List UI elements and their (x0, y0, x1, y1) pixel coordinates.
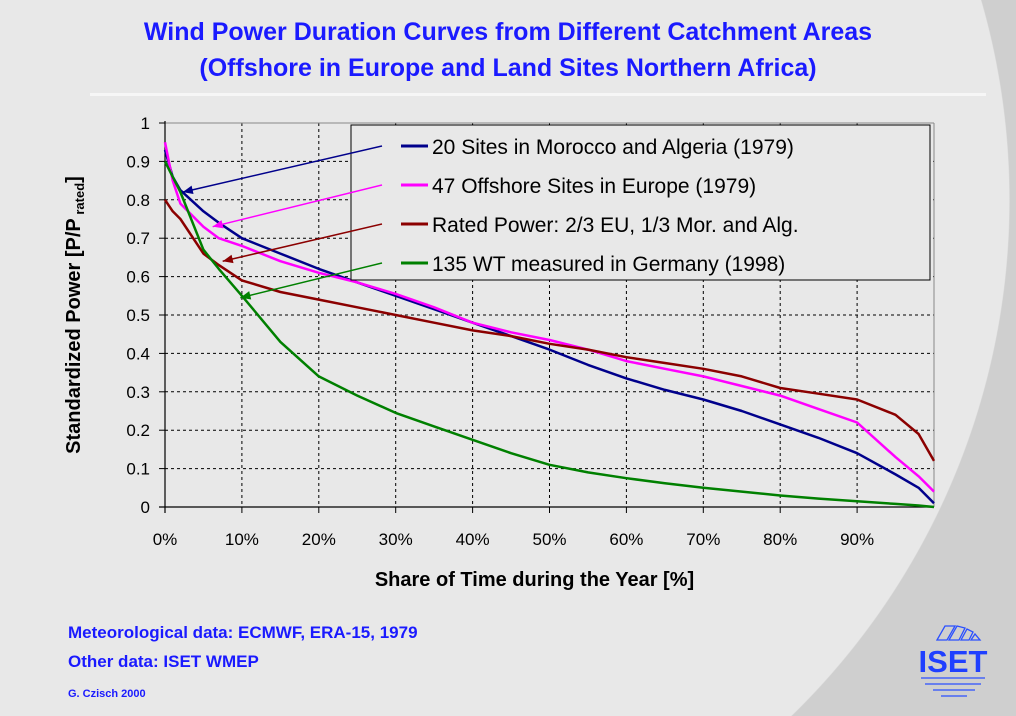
footer-other-data: Other data: ISET WMEP (68, 652, 259, 671)
y-tick-label: 0.8 (126, 191, 150, 210)
y-tick-label: 0.1 (126, 460, 150, 479)
y-tick-label: 0 (141, 498, 150, 517)
y-tick-label: 0.7 (126, 229, 150, 248)
annotation-arrow (240, 262, 383, 299)
footer-meteorological-data: Meteorological data: ECMWF, ERA-15, 1979 (68, 623, 418, 642)
x-tick-label: 20% (302, 530, 336, 549)
x-tick-label: 90% (840, 530, 874, 549)
y-tick-label: 1 (141, 114, 150, 133)
arrowhead-icon (222, 254, 234, 264)
x-tick-label: 80% (763, 530, 797, 549)
y-axis-label: Standardized Power [P/P rated] (63, 176, 87, 454)
annotation-arrow (222, 223, 383, 262)
legend-label: 20 Sites in Morocco and Algeria (1979) (432, 136, 794, 159)
y-tick-label: 0.2 (126, 421, 150, 440)
x-tick-label: 0% (153, 530, 178, 549)
y-tick-label: 0.5 (126, 306, 150, 325)
title-divider (90, 93, 986, 96)
x-tick-label: 50% (532, 530, 566, 549)
iset-logo: ISET (919, 625, 988, 697)
footer-author: G. Czisch 2000 (68, 688, 146, 700)
y-tick-label: 0.3 (126, 383, 150, 402)
series-line (163, 199, 936, 462)
annotation-arrow (212, 184, 383, 228)
x-tick-label: 30% (379, 530, 413, 549)
y-tick-label: 0.9 (126, 152, 150, 171)
legend-label: Rated Power: 2/3 EU, 1/3 Mor. and Alg. (432, 214, 799, 237)
legend-label: 135 WT measured in Germany (1998) (432, 253, 785, 276)
legend-label: 47 Offshore Sites in Europe (1979) (432, 175, 756, 198)
x-axis-label: Share of Time during the Year [%] (375, 569, 694, 591)
x-tick-label: 70% (686, 530, 720, 549)
x-tick-label: 40% (456, 530, 490, 549)
y-tick-label: 0.4 (126, 344, 150, 363)
arrowhead-icon (182, 185, 194, 195)
chart-title-line1: Wind Power Duration Curves from Differen… (143, 18, 873, 46)
annotation-arrow (182, 145, 383, 193)
y-tick-label: 0.6 (126, 268, 150, 287)
series-line (163, 160, 935, 509)
x-tick-label: 10% (225, 530, 259, 549)
series-line (163, 141, 935, 493)
chart-title-line2: (Offshore in Europe and Land Sites North… (199, 54, 817, 82)
svg-text:ISET: ISET (919, 644, 988, 679)
x-tick-label: 60% (609, 530, 643, 549)
arrowhead-icon (240, 291, 252, 300)
arrowhead-icon (212, 220, 224, 229)
legend-box (350, 124, 931, 281)
